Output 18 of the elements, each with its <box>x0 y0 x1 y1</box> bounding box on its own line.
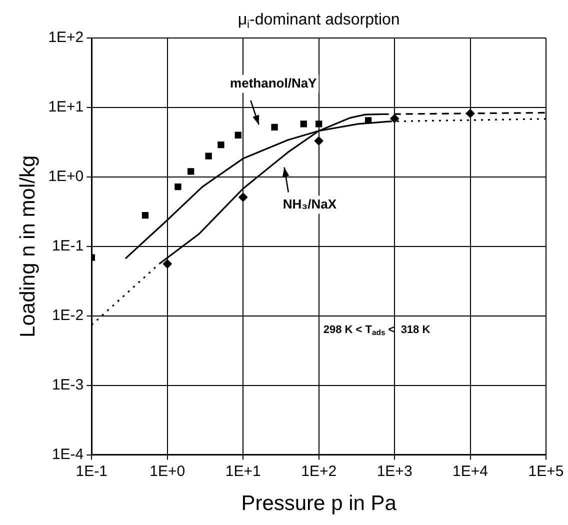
y-tick-label: 1E-3 <box>52 376 84 394</box>
annotation: NH₃/NaX <box>282 196 337 212</box>
y-tick-label: 1E-4 <box>52 446 84 463</box>
x-tick-label: 1E+1 <box>225 462 261 480</box>
x-tick-label: 1E+2 <box>301 462 337 480</box>
x-tick-label: 1E-1 <box>76 462 108 480</box>
y-axis-title: Loading n in mol/kg <box>16 155 40 338</box>
annotation: methanol/NaY <box>230 75 318 90</box>
x-tick-label: 1E+4 <box>452 462 488 480</box>
y-tick-label: 1E+0 <box>48 168 84 186</box>
x-tick-label: 1E+5 <box>528 462 564 480</box>
y-tick-label: 1E-1 <box>52 238 84 255</box>
x-axis-title: Pressure p in Pa <box>241 492 397 516</box>
x-tick-label: 1E+3 <box>376 462 412 480</box>
x-tick-label: 1E+0 <box>150 462 186 480</box>
y-tick-label: 1E+1 <box>48 98 84 116</box>
y-tick-label: 1E+2 <box>48 29 84 46</box>
y-tick-label: 1E-2 <box>52 307 84 324</box>
